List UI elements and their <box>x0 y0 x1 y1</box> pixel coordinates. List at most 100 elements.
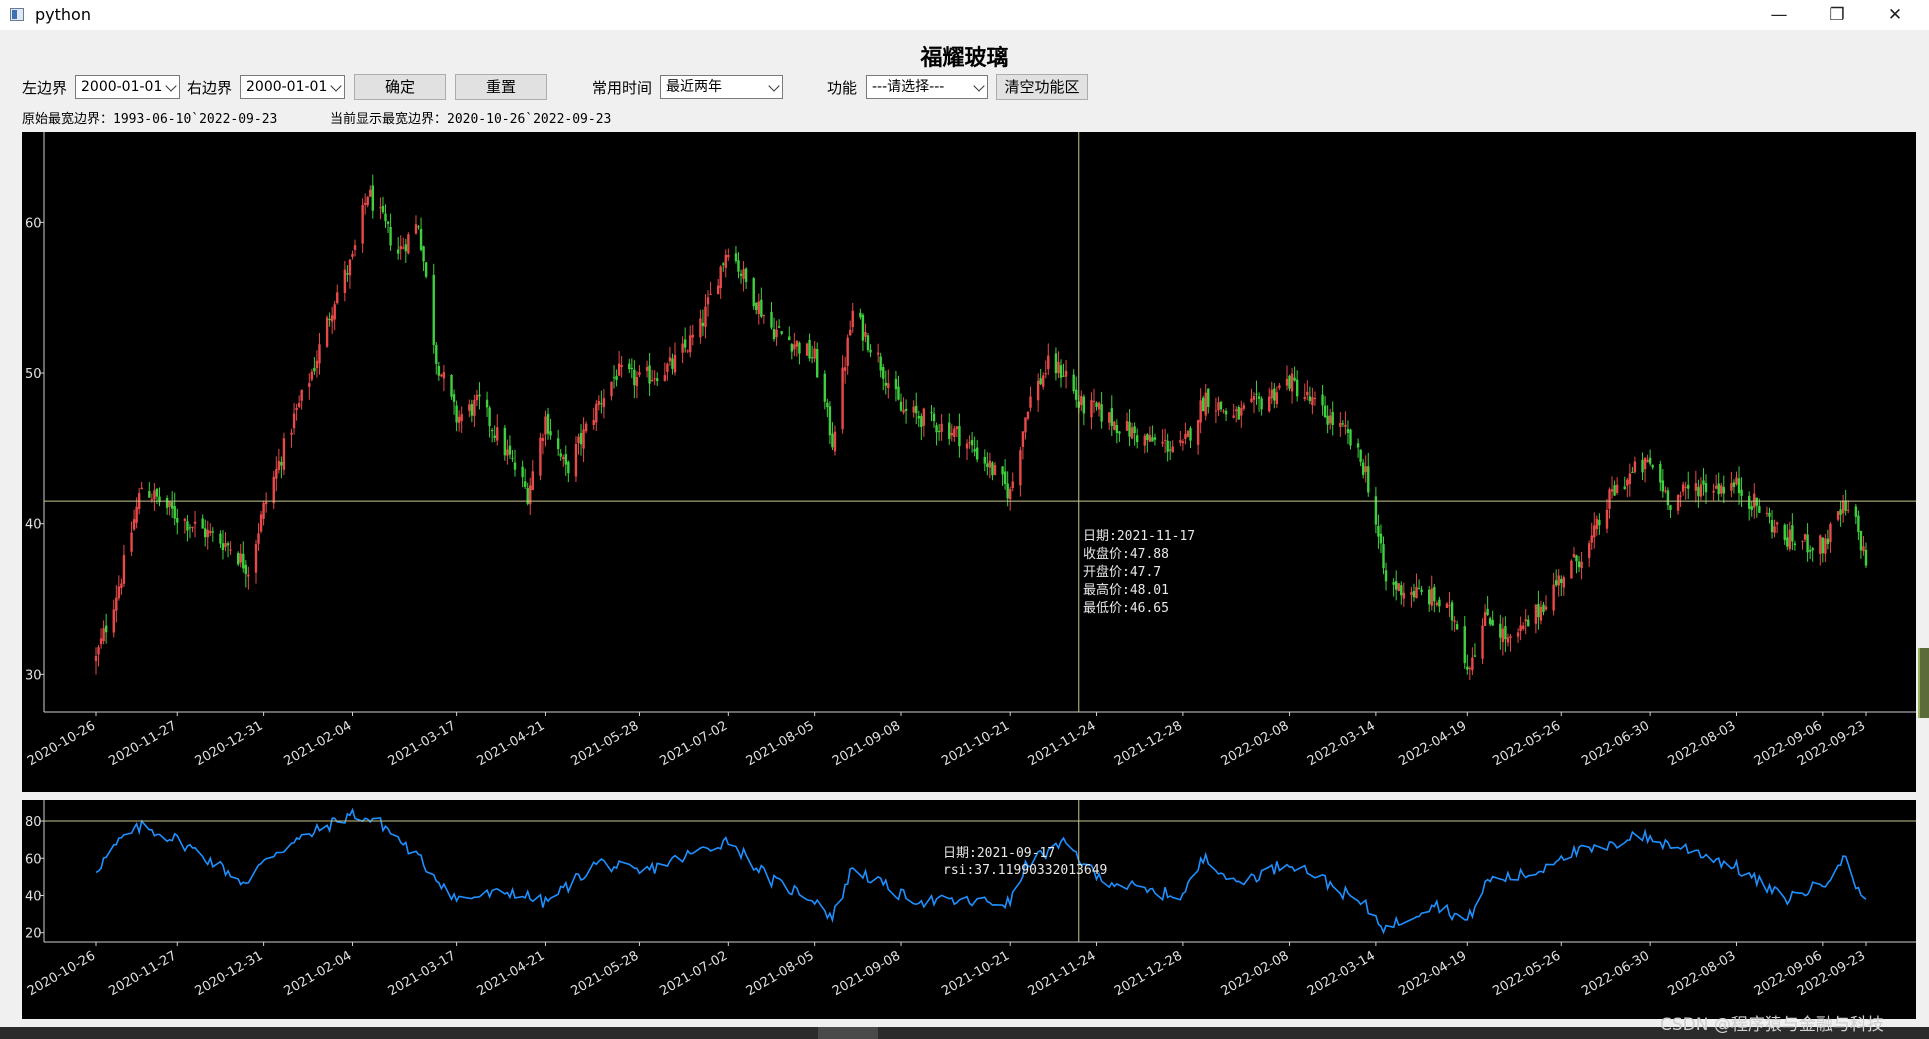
candle-body <box>1836 511 1840 520</box>
candle-body <box>1488 618 1492 625</box>
candle-body <box>363 202 367 205</box>
candle-body <box>656 378 659 382</box>
candle-body <box>313 367 316 372</box>
left-edge <box>0 30 8 1039</box>
candle-body <box>295 408 298 411</box>
function-value: ---请选择--- <box>872 79 945 95</box>
candle-body <box>1534 604 1538 624</box>
candle-body <box>1758 506 1761 513</box>
candle-body <box>1720 485 1723 494</box>
candle-body <box>130 532 133 552</box>
candle-body <box>1125 421 1129 431</box>
candle-body <box>1679 495 1682 497</box>
candle-body <box>201 518 204 529</box>
candle-body <box>1783 524 1786 541</box>
candle-body <box>1202 397 1205 412</box>
candle-body <box>846 337 849 366</box>
candle-body <box>1110 408 1113 426</box>
candle-body <box>1003 471 1007 484</box>
candle-body <box>544 416 547 435</box>
candle-body <box>1610 489 1614 492</box>
confirm-button[interactable]: 确定 <box>354 74 446 100</box>
reset-button[interactable]: 重置 <box>455 74 547 100</box>
clear-function-button[interactable]: 清空功能区 <box>996 74 1088 100</box>
candle-body <box>973 449 976 452</box>
x-tick-label: 2022-08-03 <box>1666 718 1739 769</box>
candle-body <box>1133 426 1136 434</box>
candle-body <box>300 389 303 401</box>
candlestick-chart-panel[interactable]: 30 40 50 60 2020-10-26 2020-11-27 2020-12-31 2… <box>22 132 1916 792</box>
candle-body <box>955 426 959 429</box>
candle-body <box>521 466 524 478</box>
candle-body <box>1179 440 1182 443</box>
rsi-x-tick-label: 2021-08-05 <box>744 948 817 999</box>
candle-body <box>1793 543 1797 546</box>
range-select[interactable]: 最近两年 <box>660 75 783 99</box>
close-button[interactable]: ✕ <box>1887 5 1903 25</box>
candle-body <box>950 432 953 436</box>
candle-body <box>115 597 118 611</box>
candle-body <box>1732 482 1736 487</box>
rsi-x-tick-label: 2022-05-26 <box>1490 948 1563 999</box>
candle-body <box>1090 400 1093 418</box>
rsi-tooltip-date: 日期:2021-09-17 <box>943 846 1055 861</box>
candle-body <box>965 443 969 449</box>
watermark: CSDN @程序猿与金融与科技 <box>1660 1015 1884 1035</box>
function-select[interactable]: ---请选择--- <box>866 75 988 99</box>
taskbar-highlight <box>818 1027 878 1039</box>
candle-body <box>369 189 372 197</box>
x-tick-label: 2021-08-05 <box>744 718 817 769</box>
candle-body <box>1306 391 1309 396</box>
candle-body <box>1859 530 1863 551</box>
rsi-chart-panel[interactable]: 20 40 60 80 2020-10-26 2020-11-27 2020-12-31 2… <box>22 800 1916 1019</box>
candle-body <box>1420 589 1423 593</box>
maximize-button[interactable]: ❐ <box>1829 5 1845 25</box>
candle-body <box>1237 407 1240 420</box>
candle-body <box>239 553 242 563</box>
candle-body <box>102 628 105 642</box>
candle-body <box>1135 435 1139 443</box>
right-bound-value: 2000-01-01 <box>246 79 328 95</box>
candle-body <box>1557 575 1560 586</box>
candle-body <box>1036 380 1040 401</box>
x-tick-label: 2022-06-30 <box>1579 718 1652 769</box>
rsi-y-tick-label: 40 <box>25 889 42 904</box>
left-bound-date[interactable]: 2000-01-01 <box>75 75 180 99</box>
minimize-button[interactable]: — <box>1770 5 1788 25</box>
candle-body <box>132 519 136 530</box>
candle-body <box>638 372 641 375</box>
candle-body <box>158 496 161 503</box>
candle-body <box>112 609 115 633</box>
left-bound-value: 2000-01-01 <box>81 79 163 95</box>
candle-body <box>1491 620 1494 626</box>
right-bound-label: 右边界 <box>187 79 233 97</box>
candle-body <box>948 422 951 440</box>
x-tick-label: 2021-12-28 <box>1112 718 1185 769</box>
candle-body <box>1189 428 1192 441</box>
candle-body <box>490 429 494 432</box>
candle-body <box>970 439 974 446</box>
candle-body <box>897 386 900 400</box>
scrollbar-thumb[interactable] <box>1918 648 1929 718</box>
candlestick-chart: 30 40 50 60 2020-10-26 2020-11-27 2020-12-31 2… <box>25 132 1916 769</box>
window-title: python <box>35 5 91 24</box>
candle-body <box>292 413 296 429</box>
candle-body <box>549 431 552 436</box>
candle-body <box>386 221 390 224</box>
candle-body <box>1204 392 1207 416</box>
candle-body <box>719 266 722 289</box>
candle-body <box>1326 415 1329 425</box>
candle-body <box>282 438 286 470</box>
right-bound-date[interactable]: 2000-01-01 <box>240 75 345 99</box>
candle-body <box>496 427 499 441</box>
candle-body <box>1240 408 1243 416</box>
candle-body <box>1801 540 1804 542</box>
candle-body <box>1775 522 1779 525</box>
candle-body <box>173 506 176 519</box>
candle-body <box>666 363 669 372</box>
candle-body <box>650 379 654 382</box>
candle-body <box>259 514 263 532</box>
candle-body <box>333 304 336 320</box>
candle-body <box>899 401 903 411</box>
candle-body <box>808 340 811 359</box>
